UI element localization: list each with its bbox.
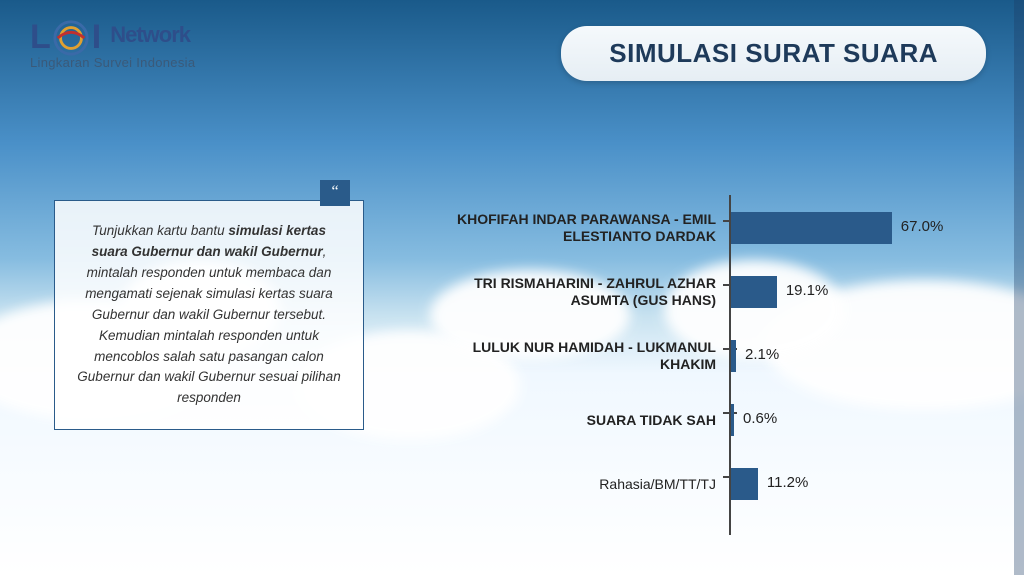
bar-value: 19.1%	[786, 282, 829, 299]
bar-label: KHOFIFAH INDAR PARAWANSA - EMIL ELESTIAN…	[430, 211, 730, 245]
title-pill: SIMULASI SURAT SUARA	[561, 26, 986, 81]
chart-row: Rahasia/BM/TT/TJ 11.2%	[430, 461, 990, 507]
logo-network: Network	[110, 22, 190, 48]
quote-icon: “	[320, 180, 350, 206]
bar-zone: 19.1%	[730, 276, 990, 308]
bar-value: 11.2%	[767, 474, 808, 491]
bar	[731, 404, 734, 436]
description-text: Tunjukkan kartu bantu simulasi kertas su…	[54, 200, 364, 430]
logo-globe-icon	[52, 19, 90, 57]
desc-post: , mintalah responden untuk membaca dan m…	[77, 244, 340, 405]
logo-letter-i: I	[92, 18, 100, 57]
org-logo: L I Network Lingkaran Survei Indonesia	[30, 18, 195, 70]
chart-row: LULUK NUR HAMIDAH - LUKMANUL KHAKIM 2.1%	[430, 333, 990, 379]
slide: L I Network Lingkaran Survei Indonesia S…	[0, 0, 1024, 575]
page-strip	[1014, 0, 1024, 575]
bar-label: Rahasia/BM/TT/TJ	[430, 476, 730, 493]
bar-value: 0.6%	[743, 410, 777, 427]
logo-letter-l: L	[30, 18, 50, 57]
bar-label: TRI RISMAHARINI - ZAHRUL AZHAR ASUMTA (G…	[430, 275, 730, 309]
bar	[731, 212, 892, 244]
logo-subtitle: Lingkaran Survei Indonesia	[30, 55, 195, 70]
chart-row: TRI RISMAHARINI - ZAHRUL AZHAR ASUMTA (G…	[430, 269, 990, 315]
desc-pre: Tunjukkan kartu bantu	[92, 223, 228, 238]
chart-row: SUARA TIDAK SAH 0.6%	[430, 397, 990, 443]
bar-zone: 2.1%	[730, 340, 990, 372]
bar	[731, 468, 758, 500]
bar	[731, 276, 777, 308]
description-box: “ Tunjukkan kartu bantu simulasi kertas …	[54, 200, 364, 430]
bar-zone: 67.0%	[730, 212, 990, 244]
logo-ring-inner	[60, 27, 81, 48]
bar-zone: 11.2%	[730, 468, 990, 500]
bar-chart: KHOFIFAH INDAR PARAWANSA - EMIL ELESTIAN…	[430, 195, 990, 545]
bar-label: SUARA TIDAK SAH	[430, 412, 730, 429]
bar-zone: 0.6%	[730, 404, 990, 436]
slide-title: SIMULASI SURAT SUARA	[609, 38, 938, 69]
chart-row: KHOFIFAH INDAR PARAWANSA - EMIL ELESTIAN…	[430, 205, 990, 251]
bar-value: 2.1%	[745, 346, 779, 363]
bar-value: 67.0%	[901, 218, 944, 235]
bar-label: LULUK NUR HAMIDAH - LUKMANUL KHAKIM	[430, 339, 730, 373]
bar	[731, 340, 736, 372]
